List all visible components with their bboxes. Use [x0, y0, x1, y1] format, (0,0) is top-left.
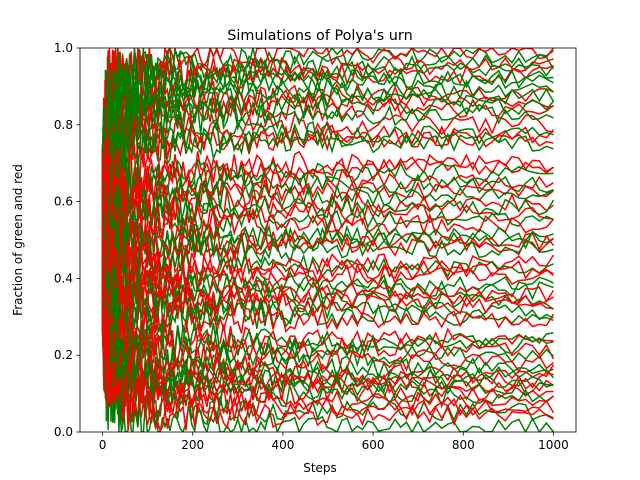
y-axis-label: Fraction of green and red — [11, 164, 25, 316]
series-line-red — [101, 205, 554, 341]
series-line-green — [101, 162, 554, 406]
series-line-red — [101, 146, 554, 330]
y-tick-label: 0.6 — [54, 195, 73, 209]
series-line-green — [101, 122, 554, 315]
series-line-green — [101, 150, 554, 317]
series-line-red — [101, 151, 555, 424]
series-line-red — [101, 174, 554, 432]
axes: 0 200 400 600 800 1000 0.0 0.2 0.4 0.6 0.8 1.0 — [54, 41, 577, 452]
x-tick-label: 1000 — [538, 438, 569, 452]
y-tick-label: 1.0 — [54, 41, 73, 55]
y-tick-label: 0.4 — [54, 271, 73, 285]
x-tick-label: 800 — [452, 438, 475, 452]
y-tick-label: 0.0 — [54, 425, 73, 439]
plot-frame — [79, 47, 577, 433]
series-lines — [101, 48, 555, 432]
y-tick-label: 0.2 — [54, 348, 73, 362]
x-tick-label: 400 — [271, 438, 294, 452]
chart-title: Simulations of Polya's urn — [227, 28, 412, 44]
x-tick-label: 0 — [99, 438, 107, 452]
x-axis-label: Steps — [303, 461, 337, 475]
series-line-red — [101, 167, 554, 316]
y-tick-label: 0.8 — [54, 118, 73, 132]
x-tick-label: 600 — [362, 438, 385, 452]
x-tick-label: 200 — [181, 438, 204, 452]
